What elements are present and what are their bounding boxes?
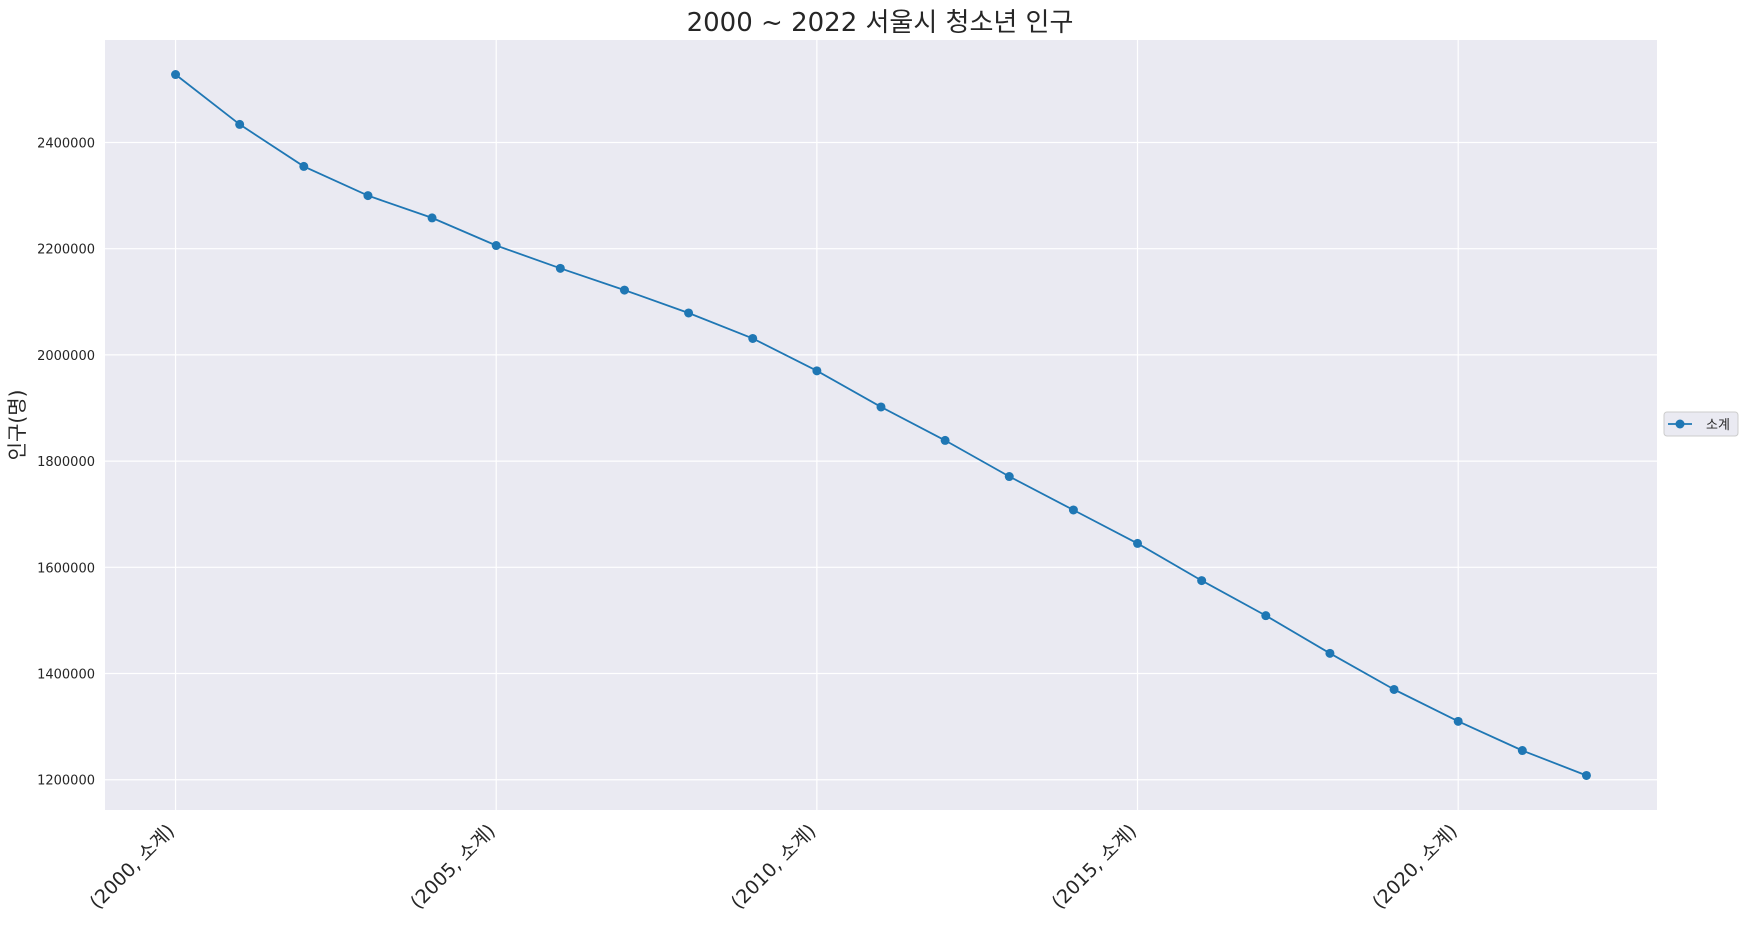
legend-marker [1675, 419, 1685, 429]
legend: 소계 [1663, 411, 1739, 437]
x-tick-label: (2020, 소계) [1368, 820, 1461, 913]
plot-area [105, 40, 1657, 810]
data-point [1004, 472, 1014, 482]
data-point [1517, 746, 1527, 756]
y-tick-label: 1400000 [37, 668, 95, 683]
data-point [940, 435, 950, 445]
chart-title: 2000 ~ 2022 서울시 청소년 인구 [687, 8, 1074, 38]
data-point [491, 241, 501, 251]
grid-lines [105, 40, 1657, 810]
x-tick-label: (2010, 소계) [727, 820, 820, 913]
x-axis-ticks: (2000, 소계) (2005, 소계) (2010, 소계) (2015, 소계)… [86, 820, 1462, 913]
data-point [684, 308, 694, 318]
y-tick-label: 2000000 [37, 349, 95, 364]
data-point [1197, 576, 1207, 586]
legend-box [1663, 411, 1739, 437]
data-point [1581, 770, 1591, 780]
data-point [619, 285, 629, 295]
data-point [1389, 684, 1399, 694]
y-tick-label: 2200000 [37, 243, 95, 258]
y-tick-label: 2400000 [37, 136, 95, 151]
series-layer [171, 70, 1591, 780]
data-point [1325, 648, 1335, 658]
y-axis-label: 인구(명) [5, 390, 29, 461]
data-point [1068, 505, 1078, 515]
data-point [1453, 716, 1463, 726]
x-tick-label: (2015, 소계) [1048, 820, 1141, 913]
data-point [1133, 538, 1143, 548]
data-point [171, 70, 181, 80]
data-point [1261, 611, 1271, 621]
y-tick-label: 1800000 [37, 455, 95, 470]
data-point [876, 402, 886, 412]
data-point [812, 366, 822, 376]
legend-entry-label: 소계 [1706, 418, 1730, 433]
y-axis-ticks: 1200000 1400000 1600000 1800000 2000000 22000… [37, 136, 95, 788]
data-point [555, 263, 565, 273]
data-point [235, 119, 245, 129]
data-point [363, 191, 373, 201]
data-point [748, 333, 758, 343]
data-point [299, 161, 309, 171]
x-tick-label: (2005, 소계) [406, 820, 499, 913]
y-tick-label: 1600000 [37, 561, 95, 576]
x-tick-label: (2000, 소계) [86, 820, 179, 913]
data-point [427, 213, 437, 223]
y-tick-label: 1200000 [37, 774, 95, 789]
